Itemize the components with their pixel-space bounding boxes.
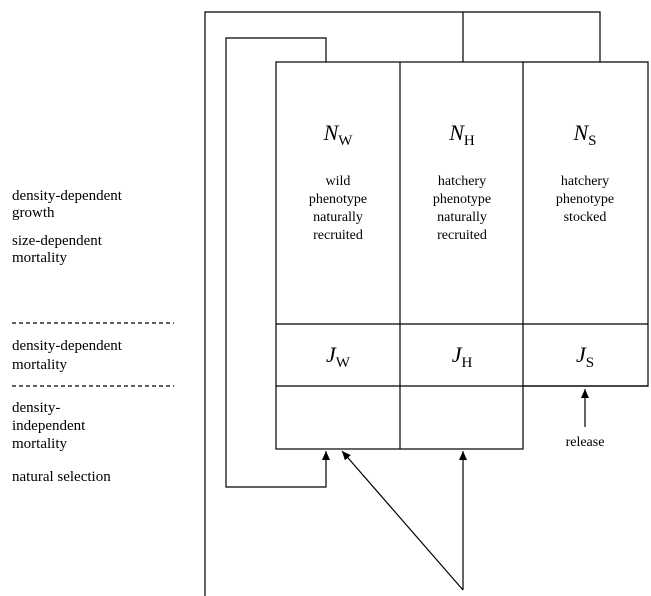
symbol: J bbox=[452, 342, 463, 367]
juvenile-symbol: JW bbox=[326, 342, 351, 371]
stage-label: independent bbox=[12, 418, 86, 434]
stage-label: density-dependent bbox=[12, 338, 123, 354]
column-description: naturally bbox=[437, 210, 487, 225]
column-description: stocked bbox=[564, 210, 607, 225]
symbol: N bbox=[448, 120, 465, 145]
stage-label: growth bbox=[12, 205, 55, 221]
stage-label: natural selection bbox=[12, 469, 111, 485]
labels: density-dependentgrowthsize-dependentmor… bbox=[12, 120, 614, 485]
subscript: S bbox=[588, 133, 596, 149]
column-description: phenotype bbox=[433, 192, 491, 207]
release-label: release bbox=[566, 435, 605, 450]
column-description: wild bbox=[326, 174, 351, 189]
symbol: J bbox=[576, 342, 587, 367]
loop-line bbox=[225, 37, 330, 488]
subscript: W bbox=[338, 133, 353, 149]
arrow bbox=[341, 450, 464, 591]
symbol: J bbox=[326, 342, 337, 367]
column-description: hatchery bbox=[561, 174, 609, 189]
column-description: naturally bbox=[313, 210, 363, 225]
juvenile-symbol: JS bbox=[576, 342, 594, 371]
column-description: recruited bbox=[313, 228, 363, 243]
subscript: S bbox=[586, 355, 594, 371]
subscript: W bbox=[336, 355, 351, 371]
adult-symbol: NW bbox=[323, 120, 354, 149]
loop-line bbox=[204, 11, 601, 596]
stage-label: size-dependent bbox=[12, 233, 103, 249]
column-description: hatchery bbox=[438, 174, 486, 189]
column-description: phenotype bbox=[309, 192, 367, 207]
stage-label: mortality bbox=[12, 250, 67, 266]
stage-label: density- bbox=[12, 400, 60, 416]
symbol: N bbox=[323, 120, 340, 145]
stage-label: density-dependent bbox=[12, 188, 123, 204]
stage-label: mortality bbox=[12, 357, 67, 373]
column-description: recruited bbox=[437, 228, 487, 243]
subscript: H bbox=[464, 133, 475, 149]
adult-symbol: NH bbox=[448, 120, 475, 149]
symbol: N bbox=[572, 120, 589, 145]
column-description: phenotype bbox=[556, 192, 614, 207]
connectors bbox=[12, 11, 601, 596]
juvenile-symbol: JH bbox=[452, 342, 473, 371]
stage-label: mortality bbox=[12, 436, 67, 452]
boxes bbox=[275, 61, 649, 450]
subscript: H bbox=[461, 355, 472, 371]
adult-symbol: NS bbox=[572, 120, 596, 149]
